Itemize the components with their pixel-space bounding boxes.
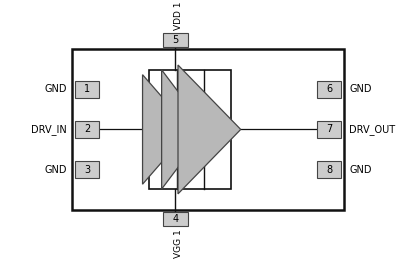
Text: 7: 7 (326, 124, 332, 134)
Text: VDD 1: VDD 1 (174, 2, 183, 30)
Text: GND: GND (44, 84, 67, 94)
Text: GND: GND (349, 84, 372, 94)
Polygon shape (178, 65, 241, 194)
Bar (72, 49, 344, 210)
Text: GND: GND (349, 165, 372, 175)
Text: 1: 1 (84, 84, 90, 94)
Text: VGG 1: VGG 1 (174, 229, 183, 257)
Text: 4: 4 (172, 214, 178, 224)
Bar (149, 70, 231, 189)
Bar (163, 212, 188, 226)
Bar (163, 33, 188, 47)
Bar (75, 81, 99, 98)
Text: 8: 8 (326, 165, 332, 175)
Text: DRV_OUT: DRV_OUT (349, 124, 396, 135)
Text: 6: 6 (326, 84, 332, 94)
Text: 5: 5 (172, 35, 178, 45)
Polygon shape (162, 70, 207, 189)
Bar (317, 121, 341, 138)
Text: GND: GND (44, 165, 67, 175)
Polygon shape (143, 75, 190, 184)
Bar (317, 161, 341, 178)
Text: 3: 3 (84, 165, 90, 175)
Text: 2: 2 (84, 124, 90, 134)
Bar (75, 161, 99, 178)
Bar (317, 81, 341, 98)
Text: DRV_IN: DRV_IN (31, 124, 67, 135)
Bar (75, 121, 99, 138)
